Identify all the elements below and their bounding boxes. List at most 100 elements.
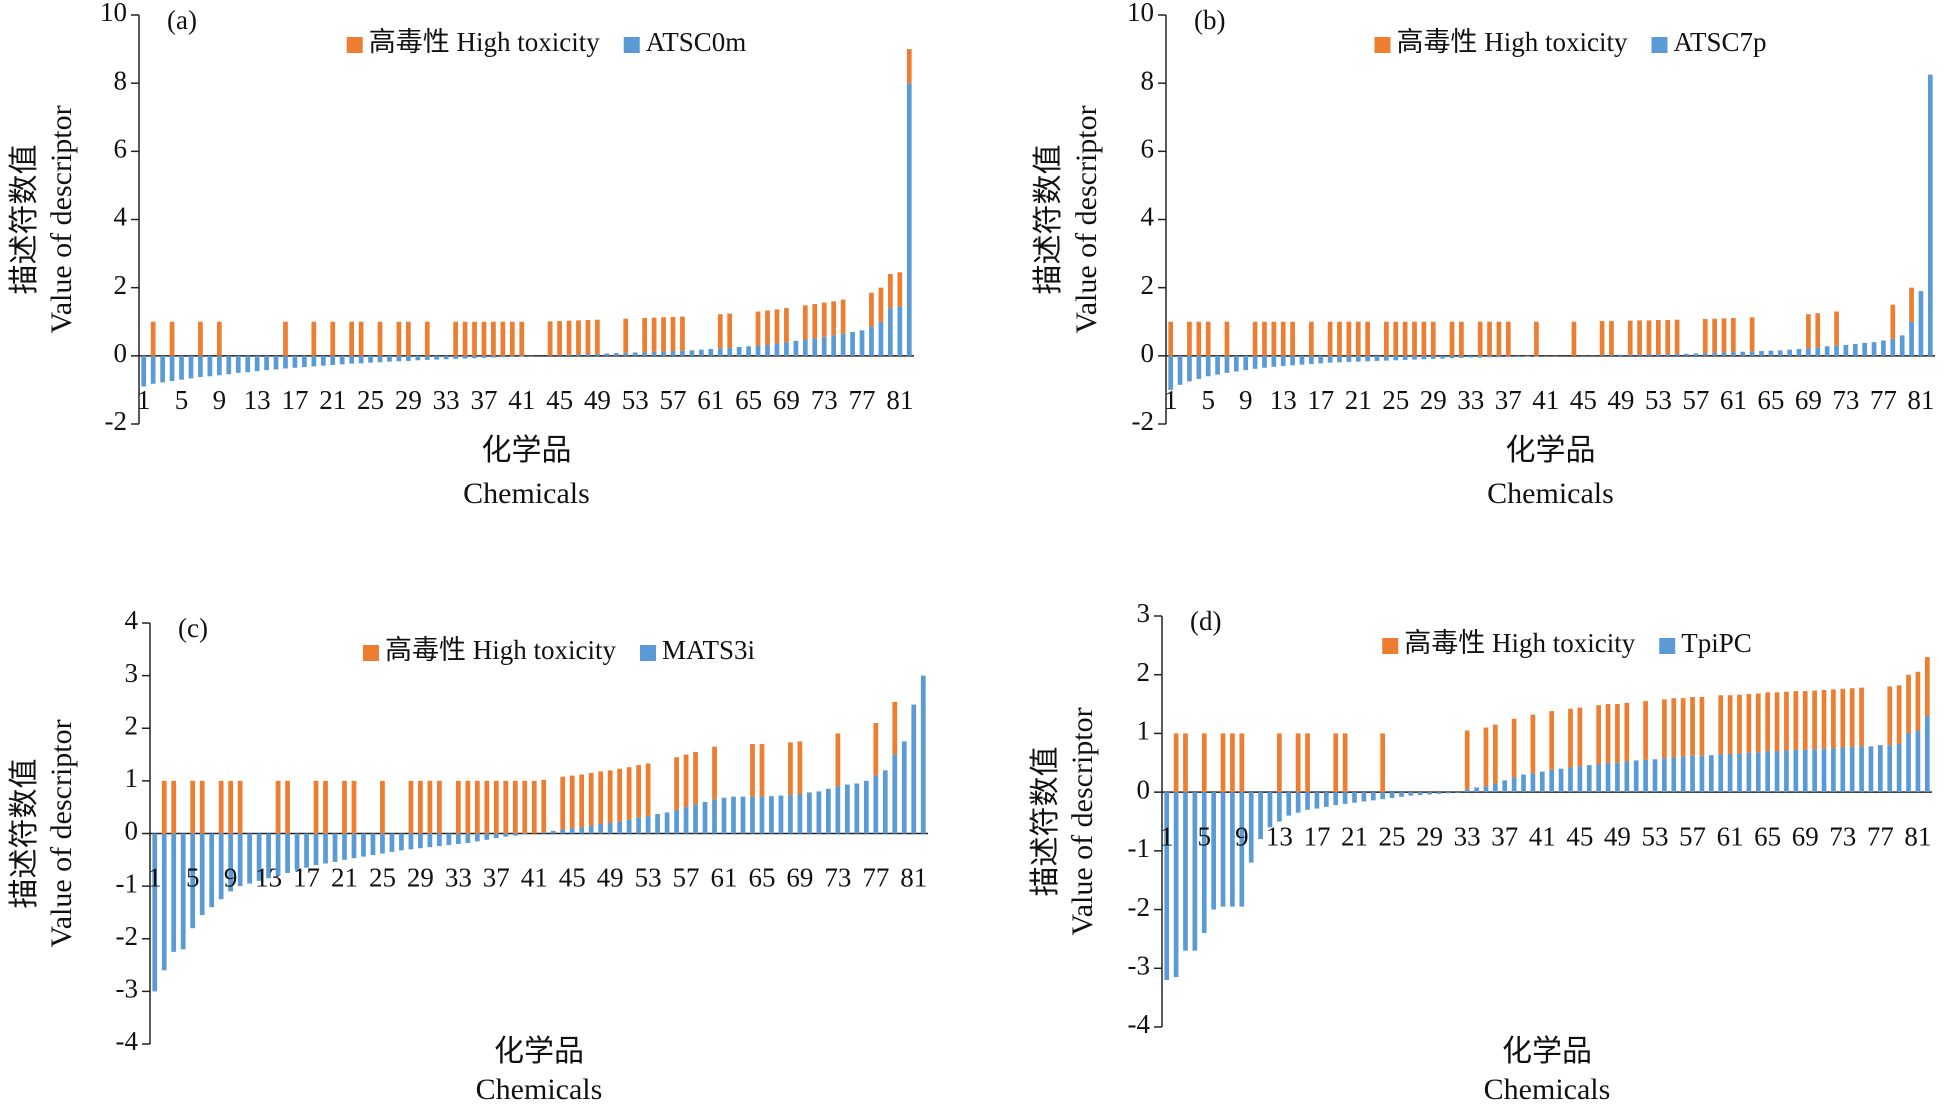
y-tick-label: 2 — [1137, 657, 1151, 687]
bar — [275, 780, 281, 834]
bar — [812, 304, 818, 339]
bar — [740, 796, 746, 834]
bar — [1615, 762, 1620, 793]
bar — [906, 49, 912, 84]
x-tick-label: 49 — [584, 385, 611, 415]
y-tick-label: 8 — [114, 65, 128, 95]
bar — [509, 355, 515, 357]
bar — [380, 833, 385, 854]
bar — [1796, 349, 1802, 356]
bar — [1662, 699, 1667, 759]
bar — [1496, 321, 1502, 356]
bar — [626, 767, 632, 820]
legend-swatch — [1374, 37, 1391, 53]
bar — [218, 833, 224, 900]
x-tick-label: 37 — [483, 863, 510, 893]
bar — [1643, 701, 1648, 760]
bar — [199, 780, 205, 834]
bar — [1599, 355, 1605, 356]
bar — [493, 833, 499, 839]
bar — [330, 355, 336, 366]
legend-label: 高毒性 High toxicity — [385, 635, 616, 665]
bar — [1909, 321, 1914, 356]
y-tick-label: -3 — [116, 974, 139, 1004]
bar — [1459, 321, 1464, 356]
bar — [491, 321, 496, 356]
bar — [1684, 353, 1689, 356]
bar — [152, 833, 158, 992]
bar — [437, 833, 442, 847]
legend-label: 高毒性 High toxicity — [369, 27, 600, 57]
bar — [816, 791, 822, 834]
bar — [1577, 707, 1583, 767]
x-tick-label: 77 — [849, 385, 876, 415]
x-tick-label: 5 — [1198, 821, 1212, 851]
bar — [1596, 705, 1601, 764]
bar — [389, 833, 395, 852]
bar — [1802, 749, 1808, 793]
bar — [1596, 763, 1601, 793]
bar — [1393, 321, 1399, 356]
bar — [613, 353, 619, 356]
bar — [712, 799, 717, 834]
bar — [237, 780, 243, 834]
x-tick-label: 37 — [1495, 385, 1522, 415]
bar — [1196, 355, 1202, 380]
bar — [1740, 351, 1746, 356]
y-tick-label: 4 — [1141, 202, 1155, 232]
bar — [453, 321, 458, 356]
bar — [797, 741, 803, 795]
bar — [160, 355, 165, 383]
bar — [1267, 792, 1273, 828]
bar — [320, 355, 326, 366]
x-tick-label: 53 — [1641, 821, 1668, 851]
bar — [788, 795, 793, 834]
bar — [1656, 354, 1661, 356]
bar — [1183, 792, 1188, 951]
bar — [802, 339, 808, 356]
bar — [427, 780, 433, 834]
bar — [247, 833, 252, 884]
bar — [408, 780, 414, 834]
bar — [1646, 320, 1652, 355]
bar — [1271, 321, 1277, 356]
bar — [1768, 350, 1774, 356]
bar — [1192, 792, 1198, 951]
panel-label: (a) — [167, 5, 197, 35]
bar — [1534, 355, 1539, 357]
bar — [500, 355, 506, 358]
bar — [285, 780, 290, 834]
bar — [323, 833, 328, 864]
bar — [1215, 355, 1220, 375]
bar — [674, 809, 679, 834]
x-axis-title: 化学品 — [1506, 434, 1596, 467]
bar — [1355, 321, 1361, 356]
x-tick-label: 73 — [1832, 385, 1859, 415]
x-tick-label: 41 — [1529, 821, 1556, 851]
x-tick-label: 29 — [407, 863, 434, 893]
bar — [1609, 355, 1614, 356]
bar — [1464, 730, 1470, 790]
x-tick-label: 25 — [369, 863, 396, 893]
bar — [1924, 715, 1930, 793]
x-tick-label: 13 — [244, 385, 271, 415]
bar — [1731, 352, 1736, 356]
bar — [636, 765, 641, 818]
y-tick-label: 1 — [125, 763, 139, 793]
bar — [1389, 792, 1395, 799]
bar — [462, 321, 468, 356]
bar — [1412, 355, 1417, 360]
bar — [863, 780, 869, 834]
bar — [472, 355, 477, 359]
bar — [1624, 761, 1630, 793]
bar — [1352, 792, 1357, 803]
bar — [304, 833, 309, 868]
bar — [1765, 692, 1771, 752]
bar — [358, 321, 364, 356]
bar — [1277, 792, 1282, 822]
bar — [408, 833, 414, 850]
bar — [1408, 792, 1414, 796]
bar — [1802, 691, 1808, 750]
bar — [604, 353, 610, 356]
bar — [342, 780, 347, 834]
